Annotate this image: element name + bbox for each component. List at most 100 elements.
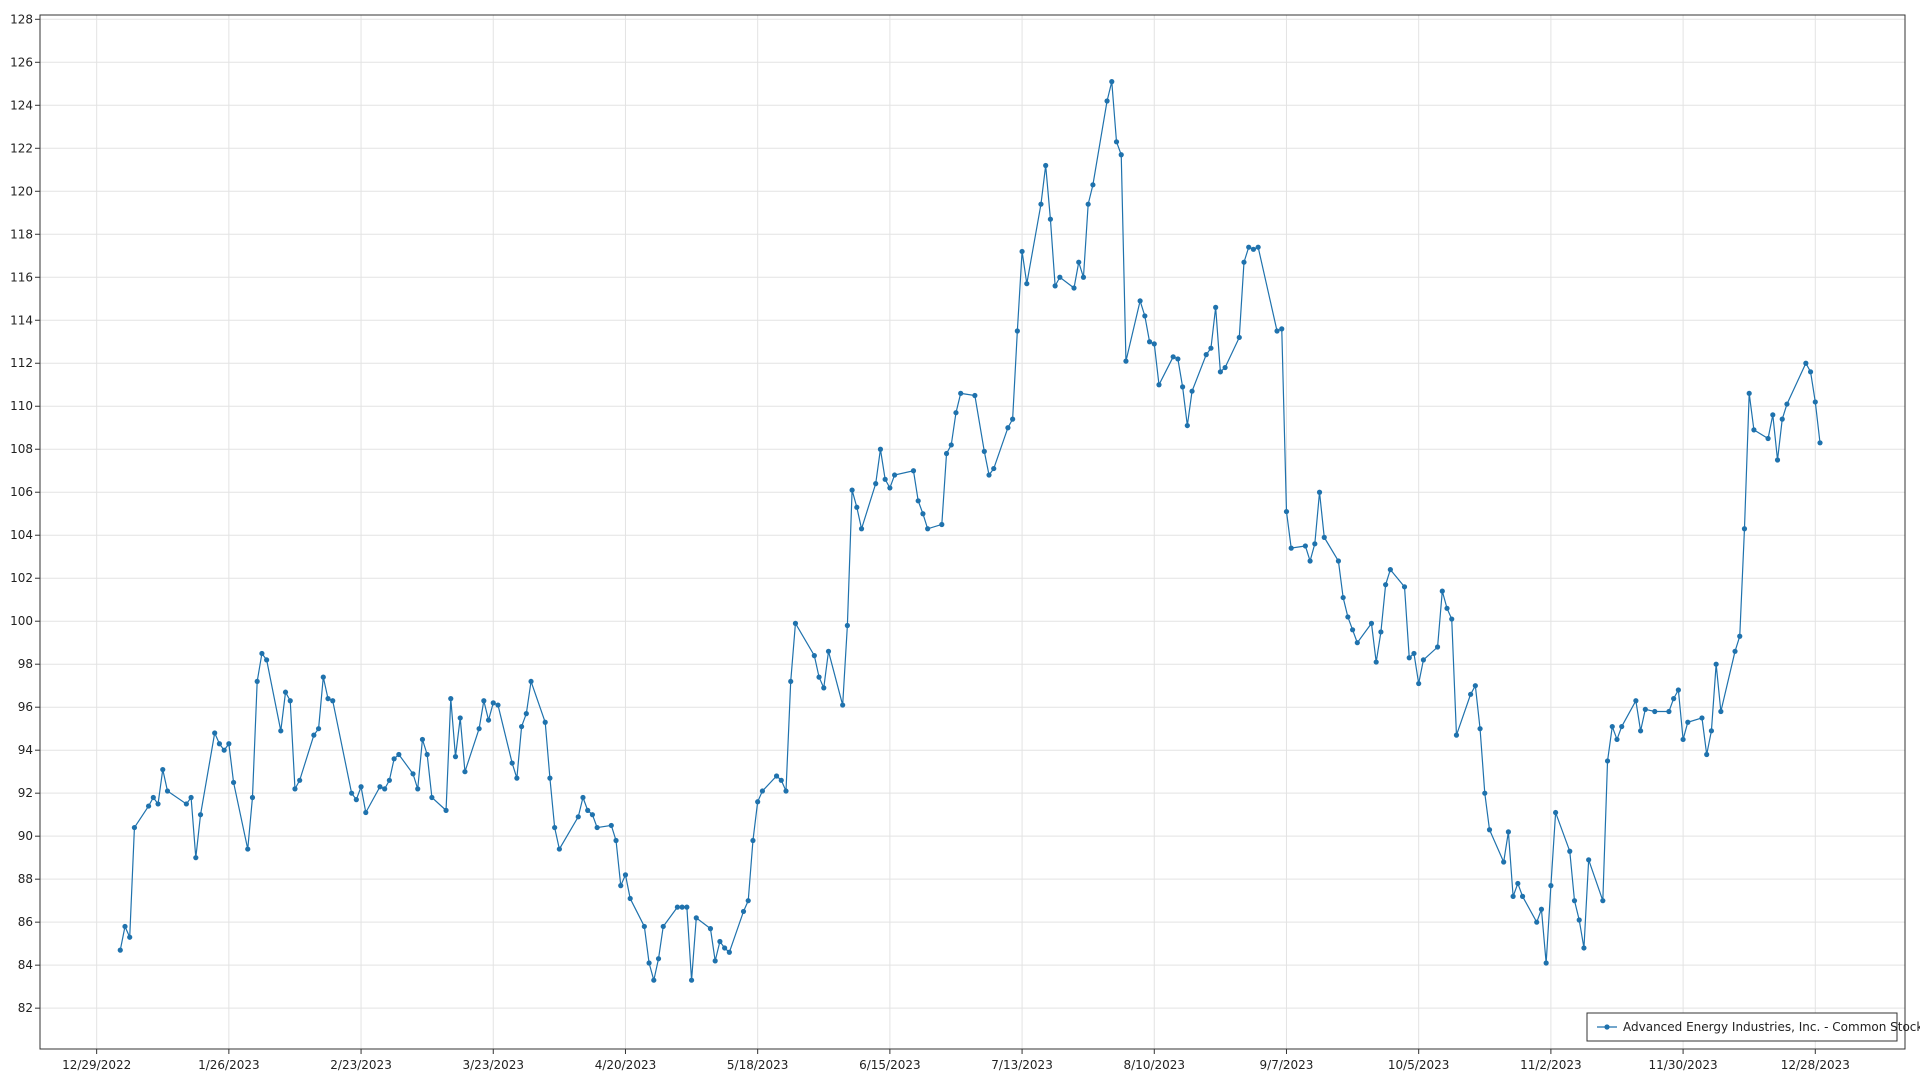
data-point bbox=[1548, 883, 1554, 889]
data-point bbox=[939, 521, 945, 528]
data-point bbox=[1373, 659, 1379, 665]
data-point bbox=[1416, 680, 1422, 687]
data-point bbox=[518, 723, 525, 730]
data-point bbox=[127, 934, 133, 940]
data-point bbox=[188, 794, 194, 801]
data-point bbox=[1604, 758, 1611, 764]
data-point bbox=[674, 904, 681, 910]
data-point bbox=[740, 908, 747, 915]
x-tick-label: 5/18/2023 bbox=[727, 1058, 789, 1072]
y-tick-label: 90 bbox=[18, 829, 33, 843]
data-point bbox=[1519, 893, 1526, 899]
data-point bbox=[1076, 259, 1082, 265]
data-point bbox=[495, 702, 501, 708]
data-point bbox=[1288, 545, 1294, 551]
data-point bbox=[580, 794, 586, 801]
data-point bbox=[542, 719, 548, 725]
data-point bbox=[726, 949, 732, 955]
data-point bbox=[1553, 809, 1559, 816]
data-point bbox=[353, 797, 359, 803]
data-point bbox=[1510, 893, 1516, 899]
data-point bbox=[1383, 582, 1389, 588]
data-point bbox=[1741, 526, 1748, 532]
x-tick-label: 8/10/2023 bbox=[1124, 1058, 1186, 1072]
data-point bbox=[981, 448, 987, 454]
data-point bbox=[1482, 790, 1488, 796]
data-point bbox=[972, 392, 978, 399]
data-point bbox=[193, 855, 199, 861]
data-point bbox=[1737, 633, 1743, 639]
data-point bbox=[1151, 341, 1157, 347]
y-tick-label: 110 bbox=[10, 399, 33, 413]
data-point bbox=[1803, 360, 1809, 366]
legend-label: Advanced Energy Industries, Inc. - Commo… bbox=[1623, 1020, 1920, 1034]
data-point bbox=[1581, 945, 1587, 951]
data-point bbox=[1321, 534, 1327, 540]
data-point bbox=[254, 678, 260, 685]
data-point bbox=[1378, 629, 1384, 635]
data-point bbox=[485, 717, 492, 723]
data-point bbox=[1807, 369, 1814, 375]
data-point bbox=[594, 824, 600, 831]
data-point bbox=[1217, 369, 1223, 375]
data-point bbox=[1652, 708, 1658, 715]
data-point bbox=[1203, 352, 1209, 358]
data-point bbox=[410, 771, 416, 777]
data-point bbox=[1477, 726, 1483, 732]
data-point bbox=[986, 472, 992, 478]
x-tick-label: 11/30/2023 bbox=[1649, 1058, 1718, 1072]
data-point bbox=[221, 747, 227, 753]
data-point bbox=[707, 926, 714, 932]
data-point bbox=[920, 511, 926, 517]
data-point bbox=[712, 958, 718, 964]
data-point bbox=[311, 732, 317, 738]
data-point bbox=[1444, 605, 1450, 611]
data-point bbox=[1784, 401, 1790, 407]
data-point bbox=[1085, 201, 1091, 207]
data-point bbox=[1109, 79, 1115, 85]
data-point bbox=[1637, 728, 1644, 734]
data-point bbox=[457, 715, 463, 721]
data-point bbox=[1453, 732, 1460, 738]
data-point bbox=[925, 526, 931, 532]
data-point bbox=[509, 760, 515, 766]
data-point bbox=[1156, 382, 1162, 388]
data-point bbox=[1675, 687, 1681, 693]
data-point bbox=[651, 977, 657, 983]
data-point bbox=[320, 674, 326, 680]
y-tick-label: 104 bbox=[10, 528, 33, 542]
data-point bbox=[1335, 558, 1342, 564]
data-point bbox=[1345, 614, 1351, 620]
data-point bbox=[1071, 285, 1077, 291]
data-point bbox=[585, 807, 591, 813]
data-point bbox=[891, 472, 898, 478]
data-point bbox=[608, 822, 614, 829]
data-point bbox=[575, 814, 581, 820]
y-tick-label: 112 bbox=[10, 356, 33, 370]
data-point bbox=[1118, 152, 1124, 158]
data-point bbox=[660, 923, 666, 930]
data-point bbox=[1614, 736, 1620, 743]
data-point bbox=[1486, 827, 1493, 833]
legend: Advanced Energy Industries, Inc. - Commo… bbox=[1586, 1012, 1920, 1042]
data-point bbox=[1751, 427, 1757, 433]
data-point bbox=[523, 711, 529, 717]
data-point bbox=[1213, 304, 1219, 310]
data-point bbox=[882, 476, 888, 482]
y-tick-label: 124 bbox=[10, 98, 33, 112]
data-point bbox=[1250, 246, 1257, 252]
data-point bbox=[164, 788, 171, 794]
data-point bbox=[1576, 917, 1582, 923]
x-tick-label: 1/26/2023 bbox=[198, 1058, 260, 1072]
data-point bbox=[462, 769, 468, 775]
data-point bbox=[849, 487, 855, 493]
data-point bbox=[915, 498, 921, 504]
data-point bbox=[122, 923, 128, 930]
data-point bbox=[490, 700, 496, 706]
data-point bbox=[750, 837, 756, 844]
data-point bbox=[391, 756, 397, 762]
data-point bbox=[1406, 655, 1412, 661]
data-point bbox=[264, 657, 270, 663]
data-point bbox=[1080, 274, 1087, 280]
legend-box bbox=[1586, 1012, 1898, 1042]
